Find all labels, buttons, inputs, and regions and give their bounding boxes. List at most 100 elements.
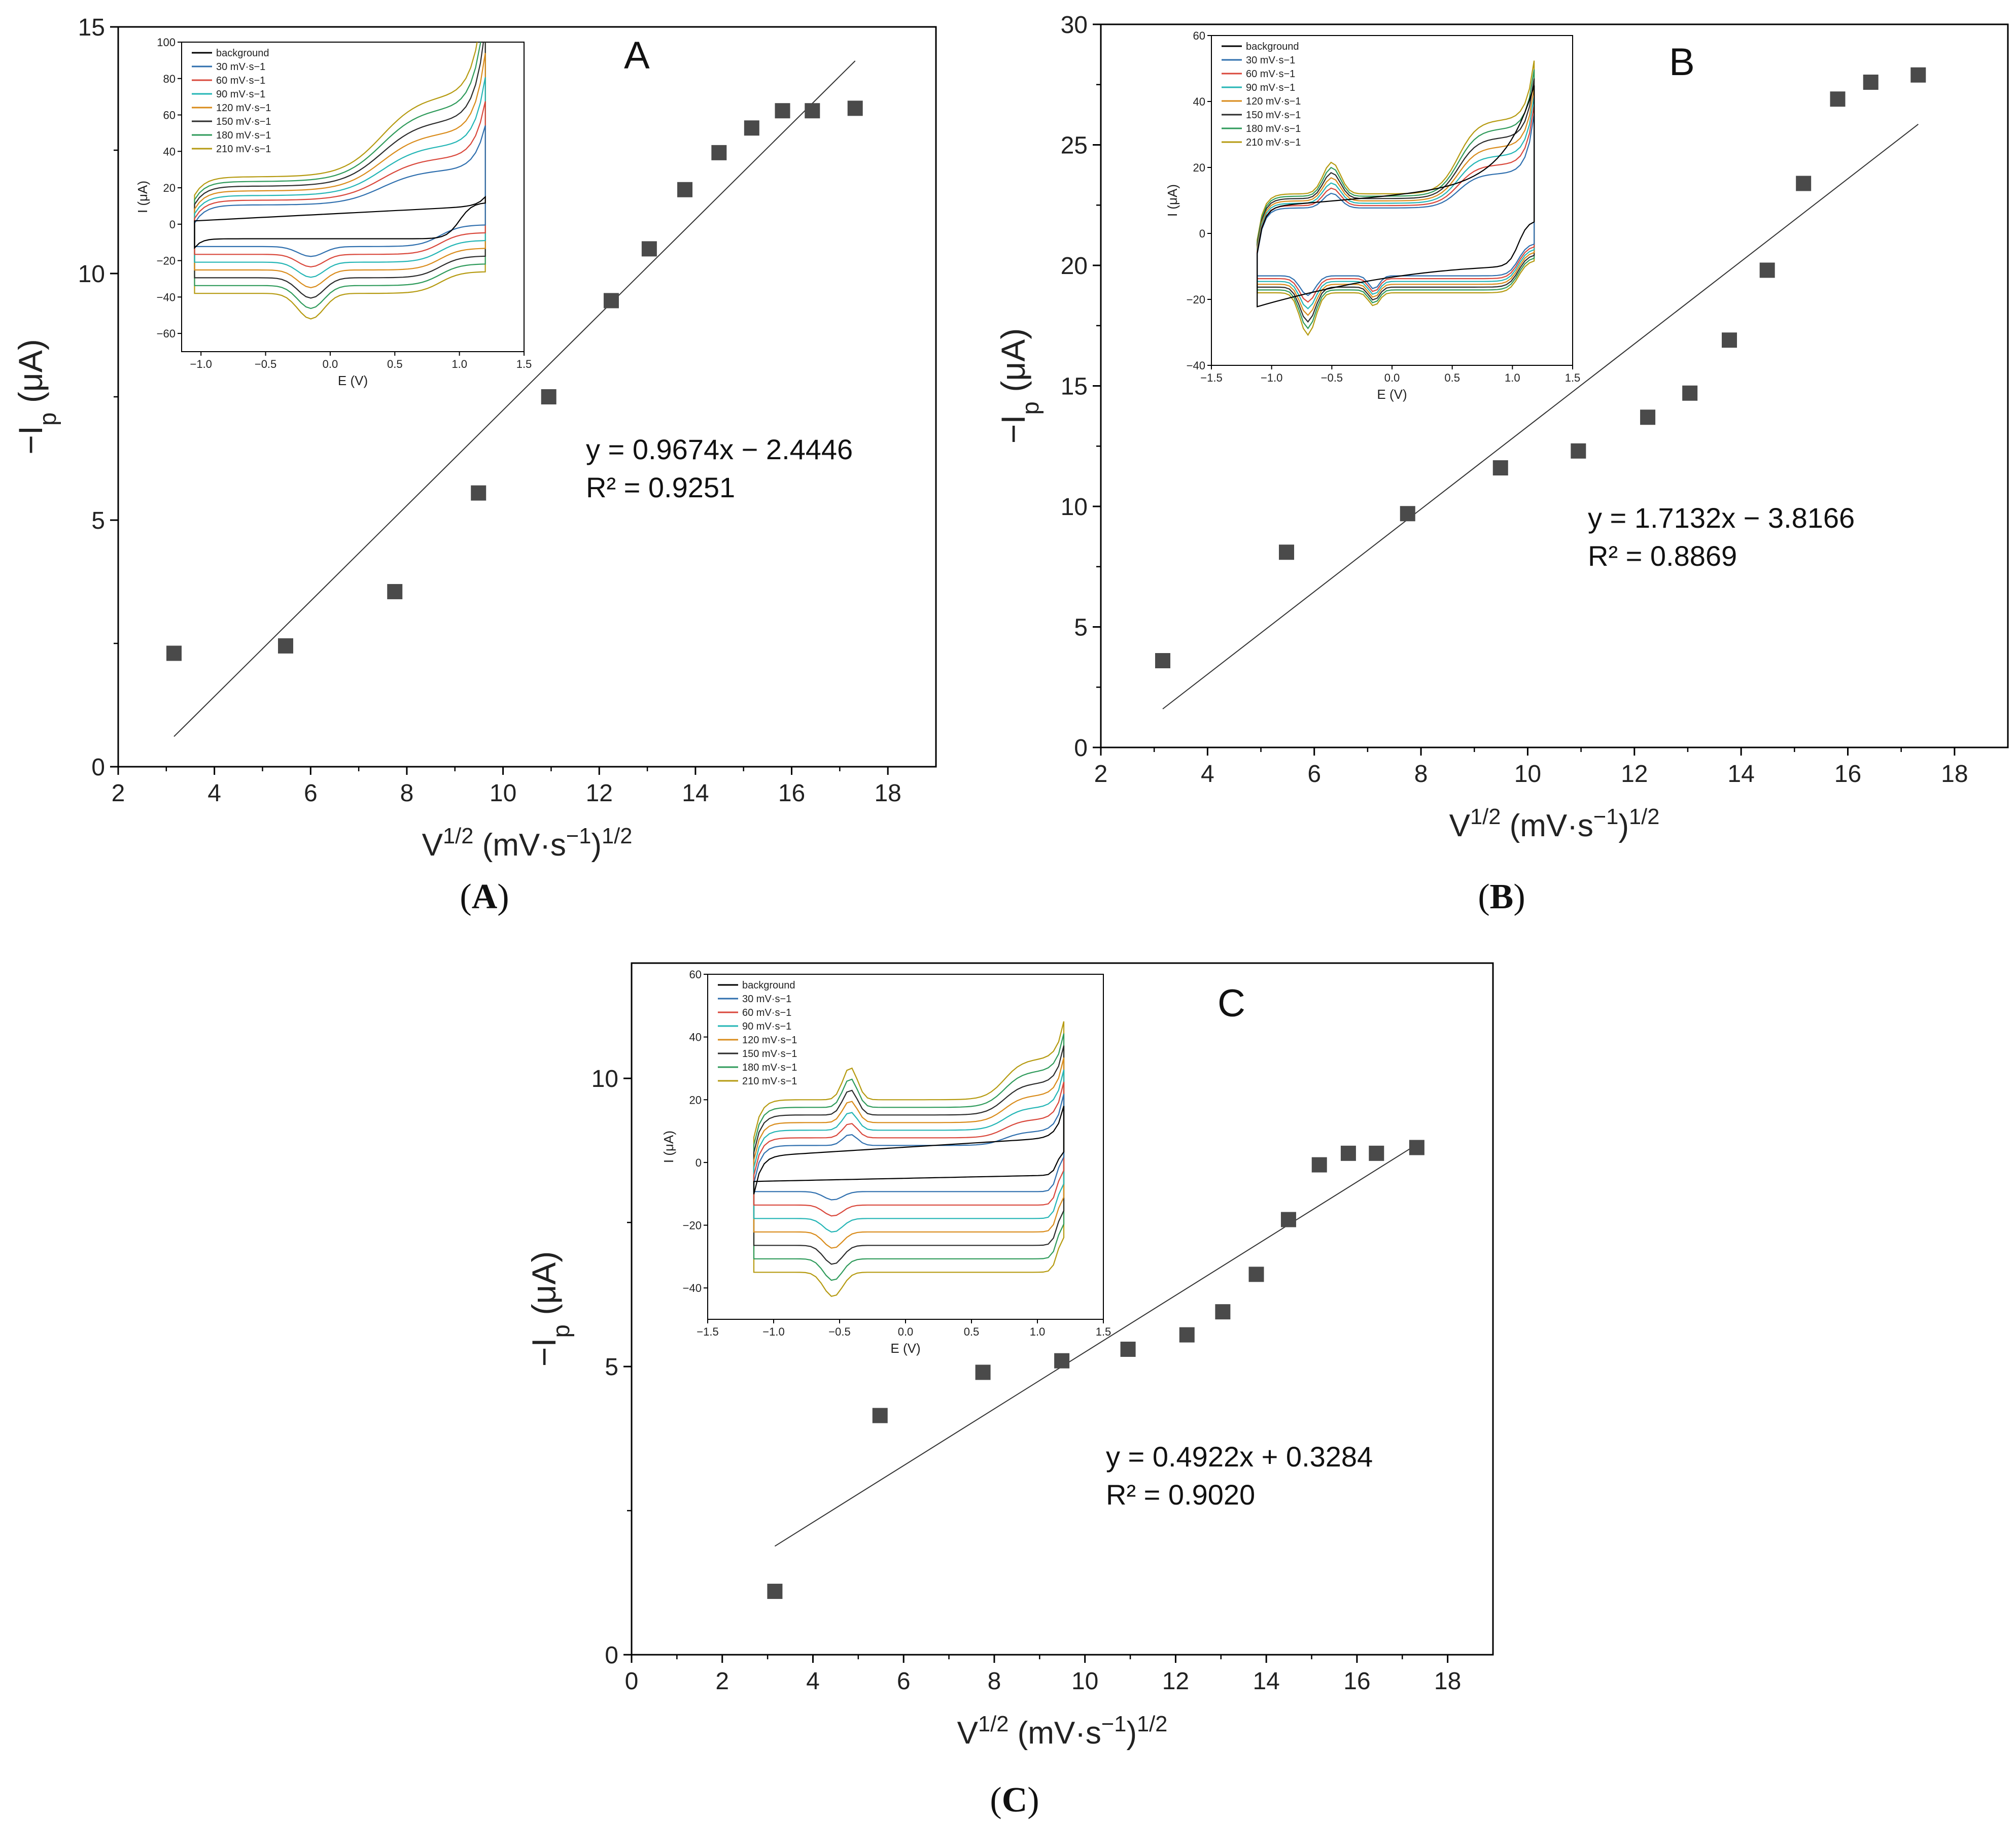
fit-r-squared: R² = 0.9020 — [1106, 1479, 1255, 1511]
panel-label: B — [1669, 41, 1695, 84]
inset-y-tick-label: 40 — [163, 145, 176, 158]
y-tick-label: 30 — [1061, 12, 1088, 39]
x-tick-label: 4 — [806, 1668, 820, 1695]
data-point — [471, 485, 486, 501]
data-point — [744, 120, 759, 136]
panel-caption: (B) — [1478, 877, 1525, 916]
panel-a: 2 4 6 8 10 12 14 16 18 0 5 10 15 V1/2 (mV·s−1)1/2 −Ip … — [12, 14, 937, 916]
data-point — [1721, 332, 1737, 348]
inset-legend-label: 180 mV·s−1 — [742, 1062, 797, 1073]
y-tick-label: 0 — [91, 754, 105, 781]
inset-y-tick-label: −40 — [683, 1282, 702, 1294]
data-point — [1863, 75, 1879, 90]
inset-x-tick-label: −1.5 — [1200, 371, 1222, 384]
x-tick-label: 6 — [304, 780, 318, 807]
x-tick-label: 8 — [400, 780, 414, 807]
inset-x-tick-label: 1.0 — [1030, 1325, 1046, 1338]
inset-x-tick-label: 1.5 — [516, 358, 532, 370]
x-tick-label: 10 — [1071, 1668, 1098, 1695]
panel-label: A — [624, 34, 650, 77]
cv-curve — [1257, 69, 1535, 330]
data-point — [975, 1364, 991, 1380]
data-point — [711, 145, 727, 160]
inset-legend-label: 120 mV·s−1 — [1246, 96, 1301, 107]
fit-line — [774, 1144, 1417, 1547]
data-point — [1279, 544, 1295, 560]
inset-x-tick-label: −1.0 — [190, 358, 212, 370]
inset-legend-label: 180 mV·s−1 — [1246, 123, 1301, 134]
data-point — [847, 100, 863, 116]
inset-legend-label: 120 mV·s−1 — [742, 1035, 797, 1046]
inset-legend-label: background — [1246, 41, 1299, 52]
cv-curve — [194, 125, 486, 257]
inset-legend-label: 150 mV·s−1 — [216, 116, 271, 127]
data-point — [677, 182, 693, 197]
y-tick-label: 0 — [605, 1642, 618, 1669]
y-tick-label: 5 — [91, 507, 105, 534]
x-axis-label: V1/2 (mV·s−1)1/2 — [422, 824, 633, 863]
inset-x-tick-label: −0.5 — [828, 1325, 850, 1338]
fit-line — [1162, 124, 1919, 709]
inset-y-axis-label: I (μA) — [1165, 184, 1180, 217]
panel-c: 0 2 4 6 8 10 12 14 16 18 0 5 10 V1/2 (mV·s−1)1/2 −Ip (… — [525, 962, 1494, 1820]
x-tick-label: 2 — [715, 1668, 729, 1695]
data-point — [1830, 91, 1846, 107]
y-tick-label: 15 — [78, 14, 105, 41]
inset-y-tick-label: 60 — [1193, 29, 1205, 42]
data-point — [1759, 262, 1775, 278]
inset-legend-label: 150 mV·s−1 — [1246, 110, 1301, 121]
inset-y-tick-label: −40 — [157, 291, 176, 303]
fit-r-squared: R² = 0.9251 — [586, 471, 735, 503]
x-tick-label: 10 — [490, 780, 516, 807]
inset-x-tick-label: −1.0 — [1261, 371, 1282, 384]
cv-curve — [194, 53, 486, 289]
cv-curve — [1257, 85, 1535, 308]
data-point — [1492, 460, 1508, 475]
x-tick-label: 2 — [112, 780, 125, 807]
cv-curve — [753, 1106, 1065, 1194]
inset-y-tick-label: 20 — [1193, 161, 1205, 174]
inset-x-tick-label: 0.0 — [323, 358, 338, 370]
inset-x-tick-label: 1.0 — [1505, 371, 1520, 384]
inset-x-axis-label: E (V) — [890, 1341, 920, 1356]
y-tick-label: 10 — [1061, 494, 1088, 521]
cv-curve — [753, 1094, 1065, 1201]
data-point — [166, 645, 182, 661]
inset-y-tick-label: 100 — [157, 36, 176, 49]
y-tick-label: 5 — [605, 1354, 618, 1381]
inset-legend-label: 90 mV·s−1 — [1246, 82, 1295, 93]
inset-legend-label: 210 mV·s−1 — [742, 1076, 797, 1087]
inset-y-tick-label: −20 — [157, 255, 176, 267]
inset-x-tick-label: 1.5 — [1565, 371, 1581, 384]
inset-legend-label: 60 mV·s−1 — [1246, 69, 1295, 80]
x-tick-label: 4 — [207, 780, 221, 807]
inset-y-tick-label: 20 — [689, 1094, 702, 1106]
inset-x-tick-label: 0.5 — [387, 358, 403, 370]
x-tick-label: 14 — [1253, 1668, 1279, 1695]
x-tick-label: 2 — [1094, 761, 1108, 788]
cv-curve — [753, 1069, 1065, 1233]
y-tick-label: 20 — [1061, 253, 1088, 280]
data-point — [805, 103, 820, 119]
inset-cv-plot: −1.5 −1.0 −0.5 0.0 0.5 1.0 1.5 −40 −20 0 20 40 60 E (… — [661, 968, 1111, 1356]
inset-y-axis-label: I (μA) — [135, 181, 150, 213]
data-point — [1340, 1145, 1356, 1161]
x-tick-label: 16 — [1834, 761, 1861, 788]
inset-x-tick-label: 1.0 — [451, 358, 467, 370]
data-point — [1179, 1327, 1195, 1343]
y-tick-label: 25 — [1061, 132, 1088, 159]
cv-curve — [1257, 105, 1535, 303]
y-tick-label: 15 — [1061, 373, 1088, 400]
data-point — [1369, 1145, 1384, 1161]
panel-caption: (A) — [460, 877, 509, 916]
panel-b: 2 4 6 8 10 12 14 16 18 0 5 10 15 20 25 30 V1/2 (mV·s−1)1… — [994, 12, 2009, 916]
inset-y-tick-label: 60 — [689, 968, 702, 981]
data-point — [1120, 1342, 1136, 1357]
x-tick-label: 12 — [586, 780, 613, 807]
x-tick-label: 16 — [778, 780, 805, 807]
data-point — [767, 1584, 783, 1599]
y-axis-label: −Ip (μA) — [12, 339, 61, 455]
y-tick-label: 10 — [592, 1066, 618, 1092]
inset-x-tick-label: −0.5 — [1321, 371, 1343, 384]
